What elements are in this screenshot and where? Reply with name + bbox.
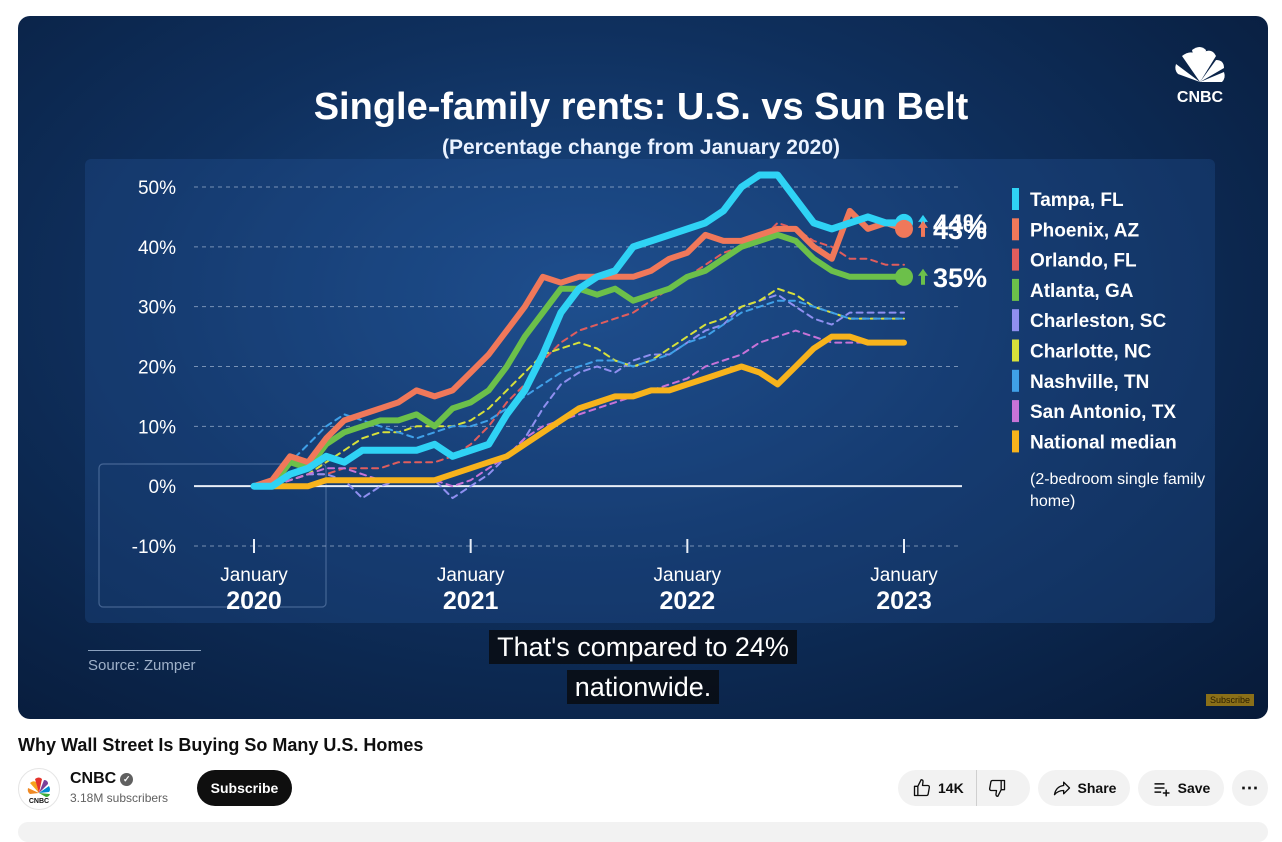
- svg-text:CNBC: CNBC: [29, 798, 49, 805]
- y-tick-label: -10%: [132, 537, 176, 558]
- end-marker: [895, 267, 913, 286]
- save-label: Save: [1177, 780, 1211, 796]
- more-dots-icon: ⋯: [1240, 777, 1260, 798]
- legend-label: Orlando, FL: [1030, 251, 1137, 272]
- legend-swatch: [1012, 430, 1019, 453]
- share-label: Share: [1077, 780, 1117, 796]
- series-line: [251, 207, 907, 490]
- source-divider: [88, 650, 201, 651]
- y-tick-label: 30%: [138, 298, 176, 319]
- legend-label: National median: [1030, 432, 1177, 453]
- legend-label: Tampa, FL: [1030, 190, 1124, 211]
- save-button[interactable]: Save: [1138, 770, 1224, 806]
- line-chart: 50%40%30%20%10%0%-10%January2020January2…: [98, 171, 1205, 615]
- series-line: [253, 329, 905, 488]
- caption-line-1: That's compared to 24%: [18, 630, 1268, 664]
- legend-label: Phoenix, AZ: [1030, 220, 1139, 241]
- chart-note: (2-bedroom single family: [1030, 471, 1205, 488]
- legend-swatch: [1012, 309, 1019, 332]
- legend-label: San Antonio, TX: [1030, 402, 1176, 423]
- channel-avatar[interactable]: CNBC: [18, 768, 60, 810]
- legend-swatch: [1012, 400, 1019, 423]
- series-line: [250, 171, 908, 490]
- y-tick-label: 20%: [138, 358, 176, 379]
- description-box[interactable]: [18, 822, 1268, 842]
- cnbc-peacock-logo: CNBC: [1175, 47, 1225, 106]
- thumbs-down-icon: [987, 778, 1007, 798]
- channel-logo-icon: CNBC: [27, 777, 50, 805]
- y-tick-label: 40%: [138, 238, 176, 259]
- chart-note: home): [1030, 493, 1075, 510]
- series-line: [253, 287, 905, 488]
- like-dislike-group: 14K: [898, 770, 1030, 806]
- share-button[interactable]: Share: [1038, 770, 1130, 806]
- caption-line-2: nationwide.: [18, 670, 1268, 704]
- legend-label: Charleston, SC: [1030, 311, 1166, 332]
- up-arrow-icon: [918, 268, 928, 285]
- dislike-button[interactable]: [977, 770, 1007, 806]
- legend-swatch: [1012, 339, 1019, 362]
- video-chart-title: Single-family rents: U.S. vs Sun Belt: [313, 86, 969, 128]
- add-to-playlist-icon: [1152, 778, 1172, 798]
- logo-text: CNBC: [1177, 89, 1224, 106]
- series-line: [253, 293, 905, 500]
- y-tick-label: 10%: [138, 417, 176, 438]
- axis-highlight-box: [98, 463, 327, 608]
- y-tick-label: 50%: [138, 178, 176, 199]
- legend-label: Charlotte, NC: [1030, 342, 1152, 363]
- legend-swatch: [1012, 248, 1019, 271]
- x-tick-month: January: [654, 565, 722, 586]
- up-arrow-icon: [918, 220, 928, 237]
- x-tick-month: January: [870, 565, 938, 586]
- series-line: [253, 299, 905, 488]
- series-line: [251, 333, 907, 490]
- video-title: Why Wall Street Is Buying So Many U.S. H…: [18, 735, 424, 755]
- x-tick-year: 2022: [660, 587, 716, 615]
- x-tick-year: 2021: [443, 587, 499, 615]
- end-marker: [895, 219, 913, 238]
- x-tick-month: January: [220, 565, 288, 586]
- x-tick-year: 2020: [226, 587, 282, 615]
- subscribe-watermark[interactable]: Subscribe: [1205, 694, 1254, 706]
- end-value-label: 43%: [933, 215, 987, 245]
- share-arrow-icon: [1052, 778, 1072, 798]
- end-value-label: 44%: [933, 209, 987, 239]
- series-line: [251, 231, 907, 490]
- like-count: 14K: [938, 780, 964, 796]
- legend-label: Atlanta, GA: [1030, 281, 1134, 302]
- legend-swatch: [1012, 369, 1019, 392]
- legend-swatch: [1012, 188, 1019, 210]
- y-tick-label: 0%: [149, 477, 177, 498]
- chart-source: Source: Zumper: [88, 657, 196, 674]
- thumbs-up-icon: [912, 778, 932, 798]
- x-tick-month: January: [437, 565, 505, 586]
- x-tick-year: 2023: [876, 587, 932, 615]
- video-player[interactable]: Single-family rents: U.S. vs Sun Belt (P…: [18, 16, 1268, 719]
- subscriber-count: 3.18M subscribers: [70, 791, 169, 805]
- legend-swatch: [1012, 218, 1019, 241]
- video-chart-subtitle: (Percentage change from January 2020): [442, 136, 840, 159]
- channel-name[interactable]: CNBC ✓: [70, 770, 134, 788]
- legend-swatch: [1012, 278, 1019, 301]
- legend-label: Nashville, TN: [1030, 372, 1149, 393]
- verified-check-icon: ✓: [120, 773, 134, 786]
- end-value-label: 35%: [933, 263, 987, 293]
- subscribe-button[interactable]: Subscribe: [197, 770, 292, 806]
- like-button[interactable]: 14K: [898, 770, 977, 806]
- more-actions-button[interactable]: ⋯: [1232, 770, 1268, 806]
